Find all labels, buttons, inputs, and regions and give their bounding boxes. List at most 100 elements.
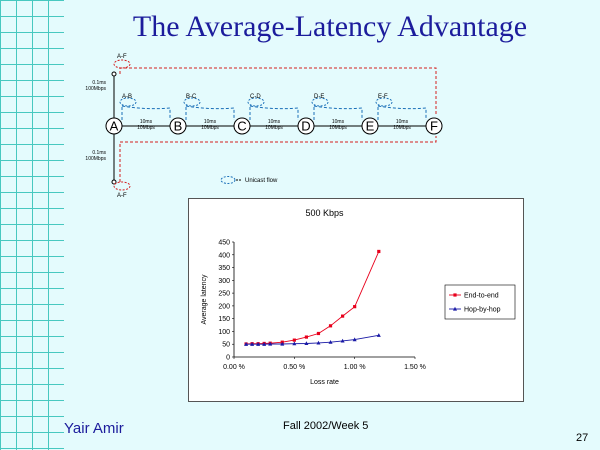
y-tick-label: 100 xyxy=(218,329,230,336)
access-link-label: 0.1ms xyxy=(92,80,106,86)
latency-chart: 500 Kbps 0 50 100 150 200 250 300 350 400 450 0.00 … xyxy=(201,208,516,386)
node-circle xyxy=(425,117,443,135)
data-point xyxy=(328,339,333,344)
data-point xyxy=(256,342,261,346)
legend-oval xyxy=(220,176,236,184)
y-tick-label: 350 xyxy=(218,265,230,272)
node-circle xyxy=(105,117,123,135)
data-point xyxy=(377,249,381,254)
flow-oval xyxy=(247,97,265,107)
link-label: 10Mbps xyxy=(265,125,283,131)
data-point xyxy=(376,333,381,337)
data-point xyxy=(292,341,297,346)
node-label: D xyxy=(301,119,310,134)
flow-label: A-B xyxy=(122,94,132,100)
hop-flow xyxy=(185,105,235,120)
data-point xyxy=(353,305,357,309)
hop-flow xyxy=(249,105,299,120)
data-point xyxy=(304,335,308,339)
node-label: F xyxy=(430,119,438,134)
data-point xyxy=(316,331,321,336)
x-axis-label: Loss rate xyxy=(310,379,339,386)
hop-flow xyxy=(121,105,171,120)
node-circle xyxy=(297,117,315,135)
node-circle xyxy=(361,117,379,135)
data-point xyxy=(316,340,321,345)
flow-label: E-F xyxy=(378,94,388,100)
flow-label: B-C xyxy=(186,94,197,100)
link-label: 10ms xyxy=(140,119,153,125)
y-tick-label: 150 xyxy=(218,316,230,323)
data-point xyxy=(268,341,273,346)
link-label: 10ms xyxy=(204,119,217,125)
access-link-label: 100Mbps xyxy=(85,86,106,92)
node-label: B xyxy=(174,119,183,134)
node-label: C xyxy=(237,119,246,134)
end-host xyxy=(111,71,117,77)
access-link-label: 100Mbps xyxy=(85,156,106,162)
flow-oval xyxy=(113,181,131,191)
chart-legend xyxy=(444,284,516,320)
data-point xyxy=(328,324,333,328)
x-tick-label: 1.00 % xyxy=(344,364,366,371)
x-tick-label: 1.50 % xyxy=(404,364,426,371)
node-circle xyxy=(233,117,251,135)
chart-title: 500 Kbps xyxy=(305,208,344,218)
data-point xyxy=(341,314,345,318)
access-link-label: 0.1ms xyxy=(92,150,106,156)
y-tick-label: 450 xyxy=(218,240,230,247)
y-tick-label: 250 xyxy=(218,291,230,298)
legend-label: End-to-end xyxy=(464,293,499,300)
flow-oval xyxy=(375,97,393,107)
data-point xyxy=(304,341,309,346)
data-point xyxy=(262,342,267,346)
link-label: 10Mbps xyxy=(393,125,411,131)
node-label: A xyxy=(110,119,119,134)
flow-label: D-E xyxy=(314,94,324,100)
slide-title: The Average-Latency Advantage xyxy=(132,10,528,43)
link-label: 10Mbps xyxy=(201,125,219,131)
network-diagram: A-FA-FA-B B-C C-D D-E E-F0.1ms100Mbps0.1ms10… xyxy=(85,54,443,199)
data-point xyxy=(250,342,255,346)
node-circle xyxy=(169,117,187,135)
flow-oval xyxy=(311,97,329,107)
y-tick-label: 400 xyxy=(218,252,230,259)
data-point xyxy=(340,338,345,343)
link-label: 10ms xyxy=(332,119,345,125)
author-name: Yair Amir xyxy=(64,420,124,437)
node-label: E xyxy=(366,119,375,134)
y-axis-label: Average latency xyxy=(201,274,208,325)
hop-flow xyxy=(313,105,363,120)
flow-label-a-f: A-F xyxy=(117,193,127,199)
flow-oval xyxy=(113,59,131,69)
background-grid xyxy=(0,0,64,450)
end-to-end-flow xyxy=(119,67,437,116)
y-tick-label: 200 xyxy=(218,303,230,310)
link-label: 10ms xyxy=(396,119,409,125)
data-point xyxy=(352,337,357,342)
x-tick-label: 0.00 % xyxy=(223,364,245,371)
y-tick-label: 50 xyxy=(222,342,230,349)
y-tick-label: 300 xyxy=(218,278,230,285)
link-label: 10Mbps xyxy=(329,125,347,131)
footer-text: Fall 2002/Week 5 xyxy=(283,420,369,432)
flow-oval xyxy=(119,97,137,107)
series-line-1 xyxy=(246,334,379,345)
end-host xyxy=(111,179,117,185)
data-point xyxy=(244,342,249,346)
diagram-legend-label: Unicast flow xyxy=(245,178,278,184)
series-line-0 xyxy=(246,251,380,345)
end-to-end-flow xyxy=(119,136,437,182)
data-point xyxy=(292,338,296,342)
data-point xyxy=(280,341,285,346)
link-label: 10ms xyxy=(268,119,281,125)
legend-label: Hop-by-hop xyxy=(464,307,501,314)
legend-marker xyxy=(453,306,457,311)
hop-flow xyxy=(377,105,427,120)
chart-container: 500 Kbps 0 50 100 150 200 250 300 350 400 450 0.00 … xyxy=(188,198,524,402)
y-tick-label: 0 xyxy=(226,355,230,362)
flow-label-a-f: A-F xyxy=(117,54,127,60)
flow-label: C-D xyxy=(250,94,261,100)
flow-oval xyxy=(183,97,201,107)
legend-marker xyxy=(453,293,457,297)
